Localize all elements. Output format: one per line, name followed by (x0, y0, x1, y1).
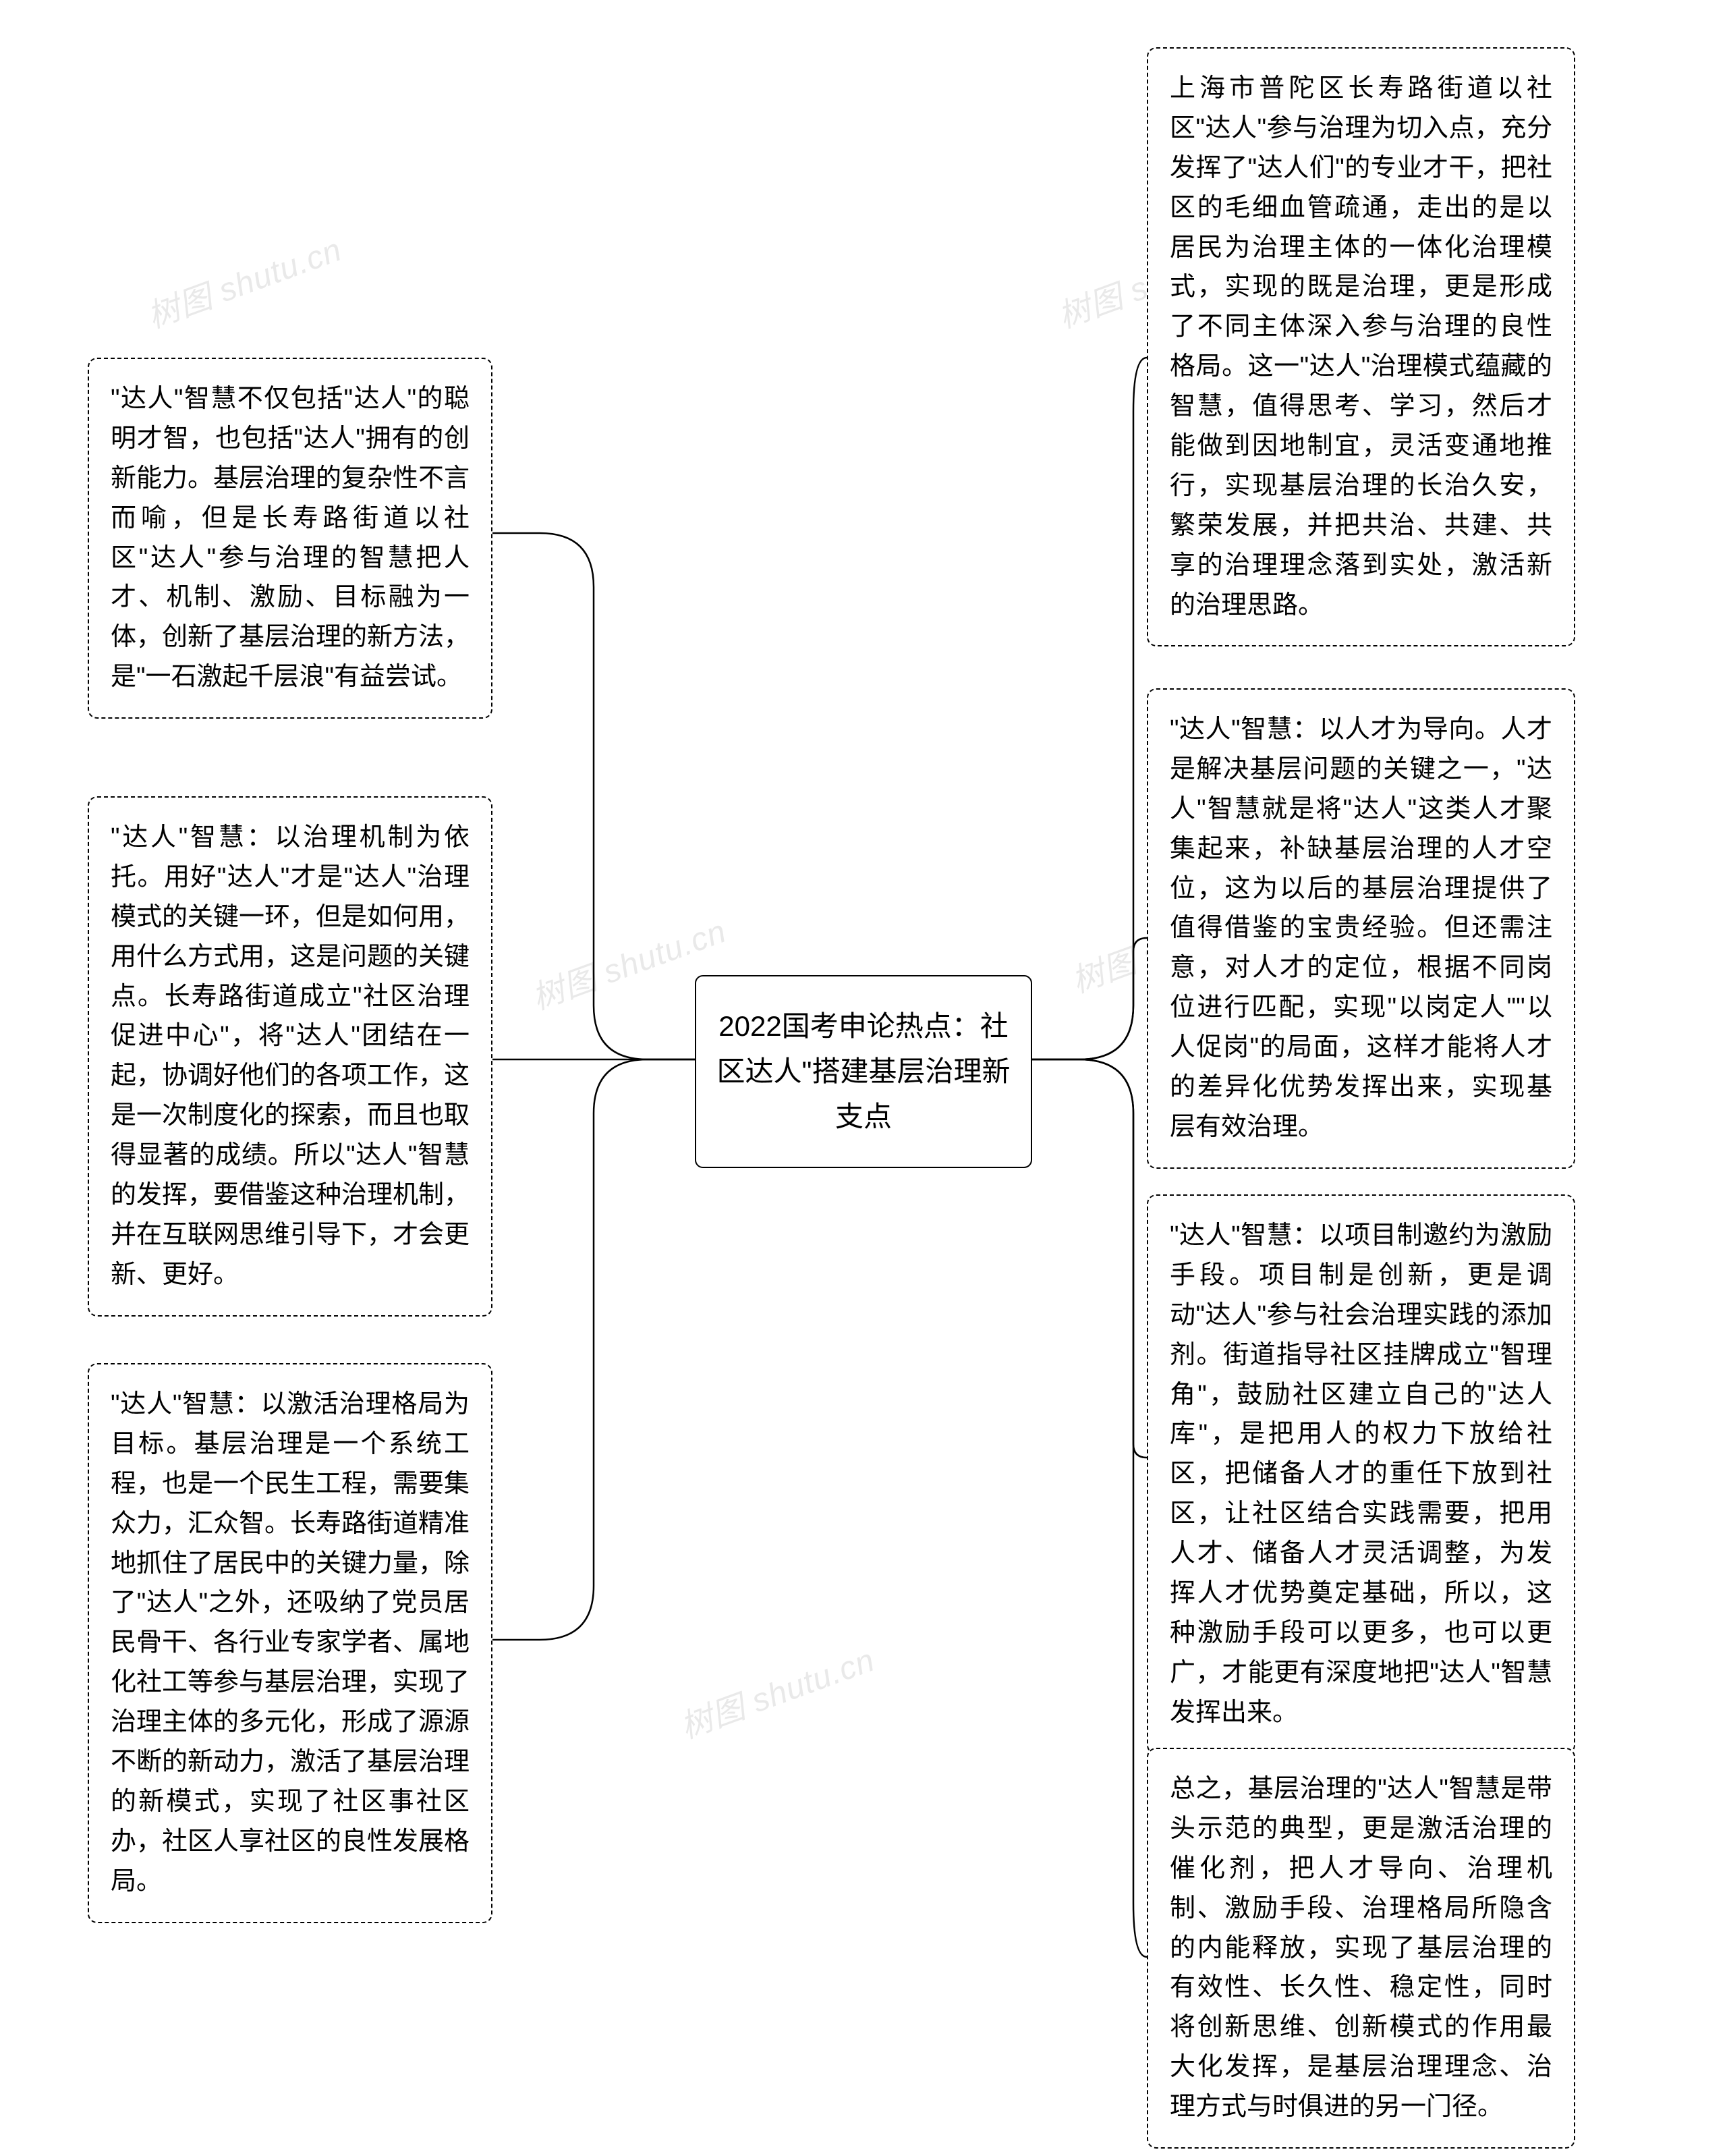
leaf-right-2: "达人"智慧：以人才为导向。人才是解决基层问题的关键之一，"达人"智慧就是将"达… (1147, 688, 1575, 1169)
leaf-right-4: 总之，基层治理的"达人"智慧是带头示范的典型，更是激活治理的催化剂，把人才导向、… (1147, 1748, 1575, 2149)
leaf-right-3: "达人"智慧：以项目制邀约为激励手段。项目制是创新，更是调动"达人"参与社会治理… (1147, 1194, 1575, 1754)
leaf-left-2: "达人"智慧：以治理机制为依托。用好"达人"才是"达人"治理模式的关键一环，但是… (88, 796, 492, 1317)
watermark: 树图 shutu.cn (140, 223, 347, 337)
leaf-right-1: 上海市普陀区长寿路街道以社区"达人"参与治理为切入点，充分发挥了"达人们"的专业… (1147, 47, 1575, 646)
leaf-left-1: "达人"智慧不仅包括"达人"的聪明才智，也包括"达人"拥有的创新能力。基层治理的… (88, 358, 492, 719)
center-topic: 2022国考申论热点：社区达人"搭建基层治理新支点 (695, 975, 1032, 1168)
watermark: 树图 shutu.cn (673, 1634, 880, 1748)
leaf-left-3: "达人"智慧：以激活治理格局为目标。基层治理是一个系统工程，也是一个民生工程，需… (88, 1363, 492, 1923)
